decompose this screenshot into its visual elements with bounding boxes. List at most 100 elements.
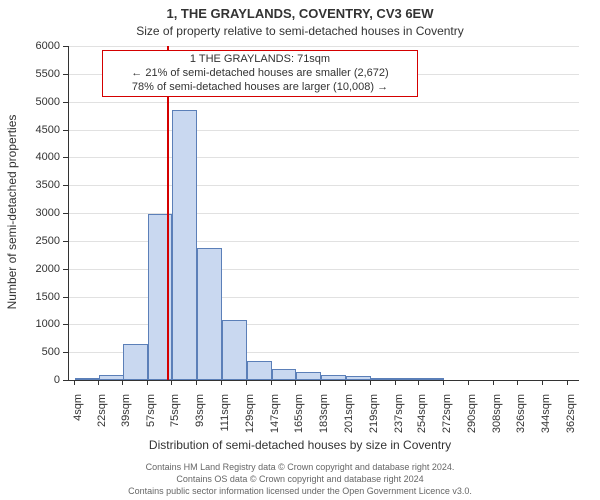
xtick-mark <box>517 380 518 385</box>
xtick-mark <box>493 380 494 385</box>
histogram-bar <box>99 375 124 380</box>
xtick-label: 237sqm <box>393 394 405 444</box>
xtick-label: 22sqm <box>96 394 108 444</box>
xtick-label: 183sqm <box>318 394 330 444</box>
chart-subtitle: Size of property relative to semi-detach… <box>0 24 600 38</box>
ytick-mark <box>63 297 68 298</box>
y-axis-label: Number of semi-detached properties <box>5 102 19 322</box>
histogram-bar <box>272 369 297 380</box>
histogram-bar <box>371 378 396 380</box>
annotation-box: 1 THE GRAYLANDS: 71sqm ← 21% of semi-det… <box>102 50 418 97</box>
gridline <box>69 269 579 270</box>
xtick-mark <box>271 380 272 385</box>
gridline <box>69 241 579 242</box>
ytick-mark <box>63 352 68 353</box>
xtick-mark <box>98 380 99 385</box>
footer-line2: Contains OS data © Crown copyright and d… <box>0 474 600 484</box>
histogram-bar <box>419 378 444 380</box>
xtick-label: 147sqm <box>269 394 281 444</box>
annotation-line2: ← 21% of semi-detached houses are smalle… <box>109 67 411 81</box>
ytick-label: 5500 <box>20 68 60 80</box>
ytick-label: 4500 <box>20 124 60 136</box>
ytick-mark <box>63 102 68 103</box>
gridline <box>69 130 579 131</box>
xtick-label: 93sqm <box>194 394 206 444</box>
xtick-mark <box>395 380 396 385</box>
ytick-label: 3500 <box>20 179 60 191</box>
histogram-bar <box>396 378 421 380</box>
xtick-label: 272sqm <box>441 394 453 444</box>
xtick-label: 111sqm <box>219 394 231 444</box>
gridline <box>69 102 579 103</box>
xtick-mark <box>468 380 469 385</box>
xtick-label: 254sqm <box>416 394 428 444</box>
histogram-bar <box>247 361 272 380</box>
ytick-label: 3000 <box>20 207 60 219</box>
ytick-label: 2000 <box>20 263 60 275</box>
histogram-bar <box>222 320 247 380</box>
ytick-mark <box>63 46 68 47</box>
xtick-mark <box>345 380 346 385</box>
gridline <box>69 46 579 47</box>
xtick-mark <box>171 380 172 385</box>
xtick-mark <box>567 380 568 385</box>
ytick-mark <box>63 74 68 75</box>
annotation-line1: 1 THE GRAYLANDS: 71sqm <box>109 53 411 67</box>
xtick-mark <box>542 380 543 385</box>
xtick-mark <box>370 380 371 385</box>
xtick-mark <box>295 380 296 385</box>
ytick-label: 500 <box>20 346 60 358</box>
ytick-label: 0 <box>20 374 60 386</box>
xtick-label: 129sqm <box>244 394 256 444</box>
histogram-bar <box>75 378 100 380</box>
xtick-label: 219sqm <box>368 394 380 444</box>
gridline <box>69 185 579 186</box>
ytick-mark <box>63 185 68 186</box>
xtick-mark <box>221 380 222 385</box>
xtick-label: 201sqm <box>343 394 355 444</box>
ytick-label: 1000 <box>20 318 60 330</box>
chart-supertitle: 1, THE GRAYLANDS, COVENTRY, CV3 6EW <box>0 6 600 21</box>
xtick-label: 290sqm <box>466 394 478 444</box>
xtick-label: 165sqm <box>293 394 305 444</box>
ytick-mark <box>63 157 68 158</box>
gridline <box>69 324 579 325</box>
gridline <box>69 213 579 214</box>
ytick-mark <box>63 324 68 325</box>
ytick-mark <box>63 213 68 214</box>
gridline <box>69 297 579 298</box>
histogram-bar <box>321 375 346 380</box>
histogram-bar <box>123 344 148 380</box>
ytick-label: 1500 <box>20 291 60 303</box>
ytick-mark <box>63 241 68 242</box>
xtick-mark <box>196 380 197 385</box>
xtick-label: 308sqm <box>491 394 503 444</box>
ytick-label: 5000 <box>20 96 60 108</box>
xtick-mark <box>320 380 321 385</box>
ytick-mark <box>63 380 68 381</box>
ytick-mark <box>63 130 68 131</box>
xtick-label: 39sqm <box>120 394 132 444</box>
histogram-bar <box>346 376 371 380</box>
xtick-mark <box>122 380 123 385</box>
ytick-mark <box>63 269 68 270</box>
xtick-label: 344sqm <box>540 394 552 444</box>
xtick-mark <box>246 380 247 385</box>
histogram-bar <box>197 248 222 380</box>
xtick-mark <box>443 380 444 385</box>
xtick-mark <box>74 380 75 385</box>
xtick-label: 362sqm <box>565 394 577 444</box>
annotation-line3: 78% of semi-detached houses are larger (… <box>109 81 411 95</box>
ytick-label: 6000 <box>20 40 60 52</box>
xtick-mark <box>147 380 148 385</box>
footer-line3: Contains public sector information licen… <box>0 486 600 496</box>
xtick-mark <box>418 380 419 385</box>
xtick-label: 75sqm <box>169 394 181 444</box>
footer-line1: Contains HM Land Registry data © Crown c… <box>0 462 600 472</box>
gridline <box>69 157 579 158</box>
xtick-label: 4sqm <box>72 394 84 444</box>
histogram-bar <box>296 372 321 380</box>
ytick-label: 2500 <box>20 235 60 247</box>
xtick-label: 326sqm <box>515 394 527 444</box>
xtick-label: 57sqm <box>145 394 157 444</box>
